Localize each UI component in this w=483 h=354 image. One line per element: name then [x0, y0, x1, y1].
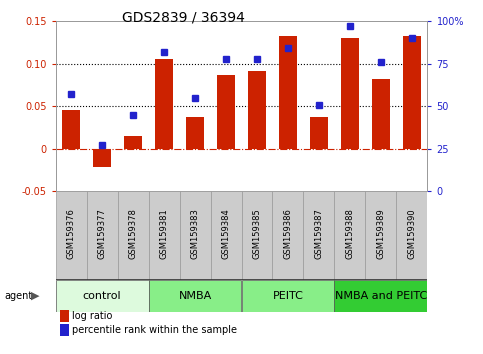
Text: GSM159388: GSM159388	[345, 208, 355, 259]
Text: log ratio: log ratio	[72, 311, 113, 321]
Text: GSM159378: GSM159378	[128, 208, 138, 259]
Bar	[242, 280, 334, 312]
Text: percentile rank within the sample: percentile rank within the sample	[72, 325, 238, 335]
Bar	[149, 191, 180, 280]
Bar	[56, 191, 86, 280]
Bar	[272, 191, 303, 280]
Bar	[56, 280, 149, 312]
Text: GSM159384: GSM159384	[222, 208, 230, 259]
Bar	[334, 191, 366, 280]
Bar	[403, 36, 421, 149]
Bar	[397, 191, 427, 280]
Bar	[242, 191, 272, 280]
Bar	[149, 280, 242, 312]
Bar	[334, 280, 427, 312]
Bar	[211, 191, 242, 280]
Text: GSM159389: GSM159389	[376, 208, 385, 259]
Bar	[279, 36, 297, 149]
Text: GSM159385: GSM159385	[253, 208, 261, 259]
Bar	[180, 191, 211, 280]
Text: agent: agent	[5, 291, 33, 301]
Text: GSM159390: GSM159390	[408, 208, 416, 259]
Bar	[186, 117, 204, 149]
Text: control: control	[83, 291, 121, 301]
Text: GSM159376: GSM159376	[67, 208, 75, 259]
Bar	[248, 70, 266, 149]
Bar	[372, 79, 390, 149]
Text: GSM159386: GSM159386	[284, 208, 293, 259]
Bar	[310, 117, 328, 149]
Text: GDS2839 / 36394: GDS2839 / 36394	[122, 11, 245, 25]
Bar	[155, 59, 173, 149]
Bar	[86, 191, 117, 280]
Text: PEITC: PEITC	[272, 291, 303, 301]
Text: GSM159381: GSM159381	[159, 208, 169, 259]
Text: ▶: ▶	[30, 291, 39, 301]
Text: GSM159377: GSM159377	[98, 208, 107, 259]
Bar	[117, 191, 149, 280]
Bar	[124, 136, 142, 149]
Bar	[62, 110, 80, 149]
Bar	[341, 38, 359, 149]
Bar	[93, 149, 112, 166]
Text: NMBA and PEITC: NMBA and PEITC	[335, 291, 427, 301]
Text: GSM159383: GSM159383	[190, 208, 199, 259]
Bar	[217, 75, 235, 149]
Text: NMBA: NMBA	[178, 291, 212, 301]
Bar	[303, 191, 334, 280]
Text: GSM159387: GSM159387	[314, 208, 324, 259]
Bar	[366, 191, 397, 280]
